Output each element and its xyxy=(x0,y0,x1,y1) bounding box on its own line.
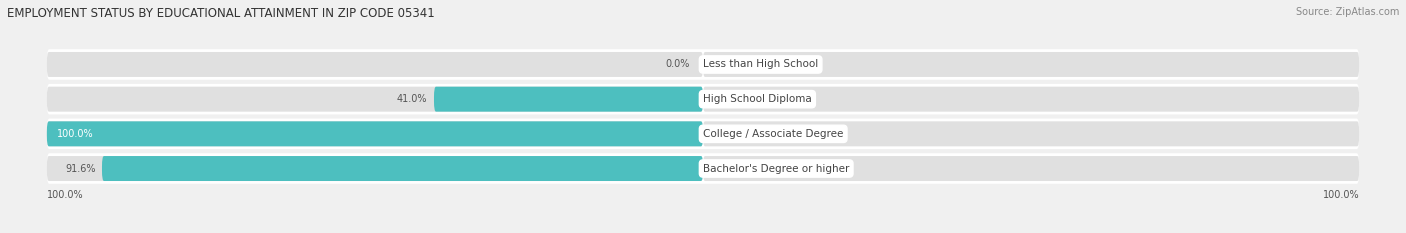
FancyBboxPatch shape xyxy=(703,52,1360,77)
Text: EMPLOYMENT STATUS BY EDUCATIONAL ATTAINMENT IN ZIP CODE 05341: EMPLOYMENT STATUS BY EDUCATIONAL ATTAINM… xyxy=(7,7,434,20)
FancyBboxPatch shape xyxy=(46,121,703,146)
Text: 100.0%: 100.0% xyxy=(1323,190,1360,200)
Text: 0.0%: 0.0% xyxy=(710,164,734,174)
Text: Source: ZipAtlas.com: Source: ZipAtlas.com xyxy=(1295,7,1399,17)
FancyBboxPatch shape xyxy=(46,49,1360,80)
FancyBboxPatch shape xyxy=(46,84,1360,114)
Text: 91.6%: 91.6% xyxy=(65,164,96,174)
FancyBboxPatch shape xyxy=(46,119,1360,149)
FancyBboxPatch shape xyxy=(434,87,703,112)
Text: 100.0%: 100.0% xyxy=(46,190,83,200)
Text: 0.0%: 0.0% xyxy=(710,94,734,104)
FancyBboxPatch shape xyxy=(46,156,703,181)
Text: Bachelor's Degree or higher: Bachelor's Degree or higher xyxy=(703,164,849,174)
Text: Less than High School: Less than High School xyxy=(703,59,818,69)
Text: 0.0%: 0.0% xyxy=(665,59,690,69)
FancyBboxPatch shape xyxy=(703,121,1360,146)
Text: 41.0%: 41.0% xyxy=(396,94,427,104)
FancyBboxPatch shape xyxy=(46,153,1360,184)
Text: College / Associate Degree: College / Associate Degree xyxy=(703,129,844,139)
FancyBboxPatch shape xyxy=(46,52,703,77)
Text: 0.0%: 0.0% xyxy=(710,129,734,139)
FancyBboxPatch shape xyxy=(46,121,703,146)
FancyBboxPatch shape xyxy=(46,87,703,112)
FancyBboxPatch shape xyxy=(703,87,1360,112)
Text: High School Diploma: High School Diploma xyxy=(703,94,811,104)
FancyBboxPatch shape xyxy=(703,156,1360,181)
Text: 0.0%: 0.0% xyxy=(710,59,734,69)
FancyBboxPatch shape xyxy=(103,156,703,181)
Text: 100.0%: 100.0% xyxy=(56,129,93,139)
